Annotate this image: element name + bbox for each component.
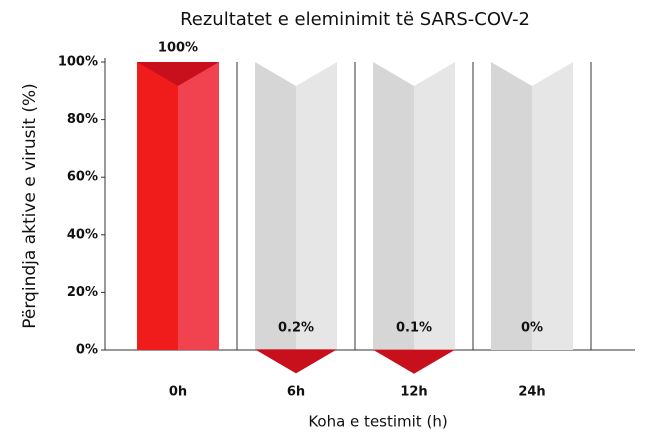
- x-tick-label: 6h: [287, 385, 305, 400]
- value-label: 0.1%: [396, 321, 432, 336]
- x-tick-label: 24h: [518, 385, 545, 400]
- bar-track: [296, 62, 337, 350]
- bar: [137, 62, 178, 350]
- bar-track: [532, 62, 573, 350]
- y-tick-label: 100%: [58, 55, 98, 70]
- bar-cap: [373, 350, 455, 374]
- y-tick-label: 80%: [67, 112, 98, 127]
- value-label: 0.2%: [278, 321, 314, 336]
- y-tick-label: 40%: [67, 227, 98, 242]
- bar-track: [414, 62, 455, 350]
- y-tick-label: 60%: [67, 170, 98, 185]
- chart-title: Rezultatet e eleminimit të SARS-COV-2: [180, 9, 530, 30]
- value-label: 0%: [521, 321, 543, 336]
- y-tick-label: 20%: [67, 285, 98, 300]
- value-label: 100%: [158, 41, 198, 56]
- bar-cap: [255, 349, 337, 373]
- bar-track: [373, 62, 414, 350]
- x-tick-label: 12h: [400, 385, 427, 400]
- x-tick-label: 0h: [169, 385, 187, 400]
- bar-side: [178, 62, 219, 350]
- x-axis-title: Koha e testimit (h): [308, 413, 447, 431]
- bar-track: [255, 62, 296, 350]
- y-tick-label: 0%: [76, 343, 98, 358]
- y-axis-title: Përqindja aktive e virusit (%): [20, 83, 40, 328]
- bar-track: [491, 62, 532, 350]
